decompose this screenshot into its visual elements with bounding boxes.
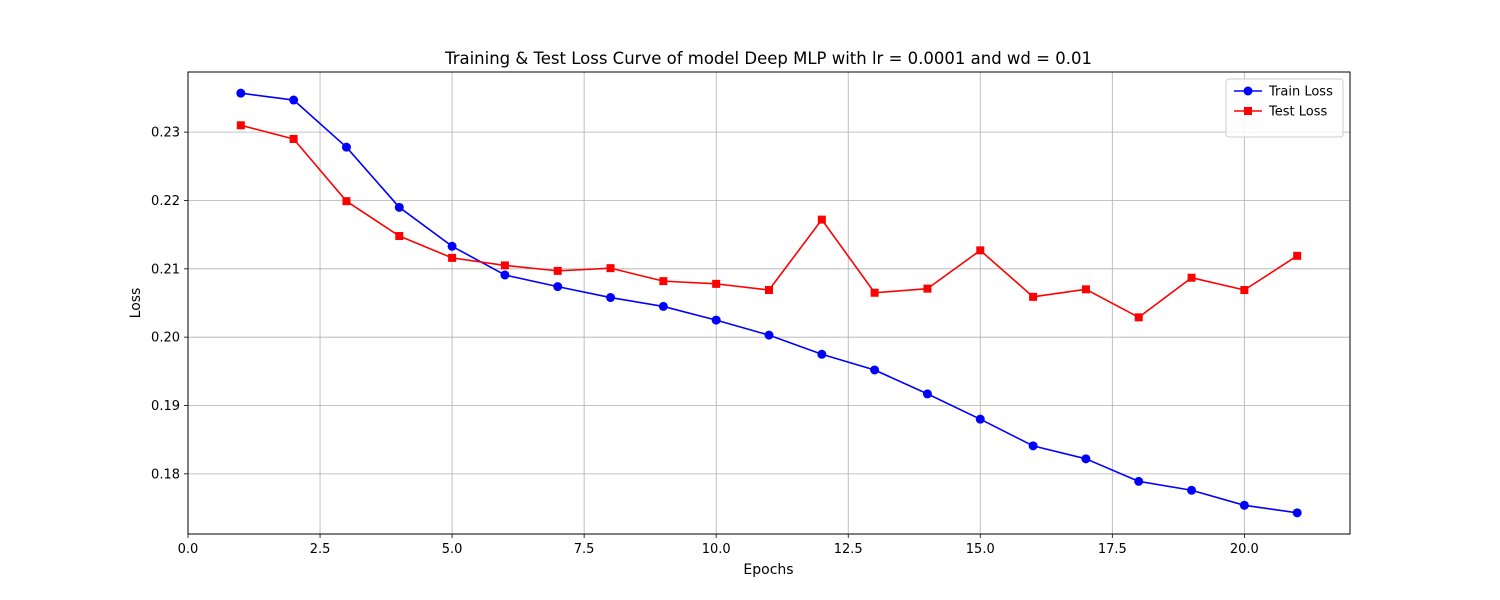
legend-label-test-loss: Test Loss	[1268, 105, 1327, 120]
data-point-test-loss	[395, 232, 404, 241]
x-tick-label: 12.5	[834, 542, 863, 557]
x-tick-label: 0.0	[178, 542, 199, 557]
data-point-test-loss	[659, 277, 668, 286]
data-point-test-loss	[817, 215, 826, 224]
data-point-train-loss	[764, 330, 774, 340]
data-point-test-loss	[448, 253, 457, 262]
plot-frame	[187, 71, 1351, 535]
x-tick-label: 17.5	[1098, 542, 1127, 557]
legend: Train Loss Test Loss	[1225, 78, 1344, 138]
data-point-test-loss	[289, 134, 298, 143]
y-tick-label: 0.22	[151, 194, 180, 209]
data-point-train-loss	[341, 142, 351, 152]
ticks: 0.0 2.5 5.0 7.5 10.0 12.5 15.0 17.5 20.0 0.18 0.19…	[151, 126, 1259, 557]
data-point-test-loss	[1293, 251, 1302, 260]
data-point-train-loss	[553, 282, 563, 292]
data-point-train-loss	[447, 241, 457, 251]
y-tick-label: 0.21	[151, 262, 180, 277]
y-axis-label: Loss	[128, 288, 144, 319]
series-train-loss	[236, 88, 1302, 518]
data-point-train-loss	[817, 349, 827, 359]
data-point-test-loss	[923, 284, 932, 293]
data-point-train-loss	[1239, 500, 1249, 510]
data-point-train-loss	[606, 293, 616, 303]
x-tick-label: 15.0	[966, 542, 995, 557]
series-layer	[236, 88, 1302, 518]
data-point-train-loss	[1292, 508, 1302, 518]
legend-marker-test-loss	[1244, 107, 1252, 115]
x-tick-label: 2.5	[310, 542, 331, 557]
data-point-test-loss	[1081, 285, 1090, 294]
data-point-train-loss	[500, 270, 510, 280]
y-tick-label: 0.18	[151, 467, 180, 482]
data-point-train-loss	[1134, 476, 1144, 486]
data-point-test-loss	[553, 266, 562, 275]
data-point-test-loss	[500, 261, 509, 270]
legend-marker-train-loss	[1243, 86, 1253, 96]
grid	[187, 72, 1350, 534]
data-point-train-loss	[658, 301, 668, 311]
y-tick-label: 0.23	[151, 126, 180, 141]
data-point-test-loss	[765, 286, 773, 295]
data-point-test-loss	[976, 246, 985, 255]
data-point-test-loss	[606, 264, 615, 273]
data-point-test-loss	[1029, 292, 1038, 301]
data-point-test-loss	[1240, 286, 1249, 295]
data-point-train-loss	[1028, 441, 1038, 451]
x-tick-label: 7.5	[574, 542, 595, 557]
data-point-train-loss	[1187, 485, 1197, 495]
data-point-test-loss	[1134, 313, 1143, 322]
data-point-test-loss	[236, 121, 245, 130]
data-point-test-loss	[1187, 273, 1196, 282]
series-test-loss	[236, 121, 1302, 322]
data-point-test-loss	[712, 279, 721, 288]
x-tick-label: 5.0	[442, 542, 463, 557]
legend-box	[1225, 78, 1344, 138]
data-point-train-loss	[394, 202, 404, 212]
data-point-train-loss	[870, 365, 880, 375]
x-tick-label: 10.0	[702, 542, 731, 557]
legend-label-train-loss: Train Loss	[1268, 85, 1333, 100]
data-point-train-loss	[289, 95, 299, 105]
data-point-train-loss	[1081, 454, 1091, 464]
data-point-train-loss	[236, 88, 246, 98]
y-tick-label: 0.19	[151, 399, 180, 414]
data-point-train-loss	[975, 414, 985, 424]
data-point-test-loss	[342, 197, 351, 206]
data-point-test-loss	[870, 288, 879, 297]
x-tick-label: 20.0	[1230, 542, 1259, 557]
y-tick-label: 0.20	[151, 331, 180, 346]
data-point-train-loss	[922, 389, 932, 399]
chart-title: Training & Test Loss Curve of model Deep…	[444, 49, 1092, 68]
x-axis-label: Epochs	[743, 562, 793, 578]
data-point-train-loss	[711, 315, 721, 325]
